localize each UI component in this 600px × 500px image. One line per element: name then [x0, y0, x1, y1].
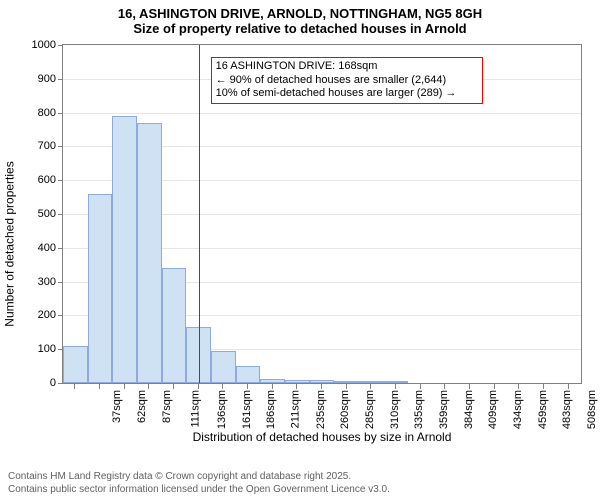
footer-line-2: Contains public sector information licen…: [8, 484, 390, 497]
x-tickmark: [222, 384, 223, 389]
y-tick-label: 1000: [32, 39, 56, 51]
x-tickmark: [494, 384, 495, 389]
x-axis-ticks: 37sqm 62sqm 87sqm 111sqm 136sqm 161sqm 186sqm 2…: [62, 384, 582, 428]
y-tickmark: [58, 248, 63, 249]
chart-zone: Number of detached properties 0 100 200 300…: [0, 44, 600, 444]
y-tick-label: 800: [38, 107, 56, 119]
x-tickmark: [99, 384, 100, 389]
y-tick-label: 200: [38, 309, 56, 321]
y-tickmark: [58, 214, 63, 215]
annotation-line: 10% of semi-detached houses are larger (…: [216, 87, 478, 101]
plot-area: 16 ASHINGTON DRIVE: 168sqm← 90% of detac…: [62, 44, 582, 384]
y-tick-label: 400: [38, 242, 56, 254]
x-tick-label: 211sqm: [289, 390, 301, 428]
chart-container: 16, ASHINGTON DRIVE, ARNOLD, NOTTINGHAM,…: [0, 0, 600, 500]
x-tick-label: 37sqm: [111, 390, 123, 423]
y-tickmark: [58, 146, 63, 147]
y-axis-title: Number of detached properties: [0, 44, 20, 444]
x-tick-label: 335sqm: [413, 390, 425, 429]
histogram-bar: [310, 380, 335, 383]
y-axis-title-text: Number of detached properties: [3, 161, 17, 326]
x-tick-label: 434sqm: [512, 390, 524, 429]
annotation-line: ← 90% of detached houses are smaller (2,…: [216, 74, 478, 88]
x-tick-label: 508sqm: [586, 390, 598, 429]
x-tick-label: 285sqm: [364, 390, 376, 429]
title-line-1: 16, ASHINGTON DRIVE, ARNOLD, NOTTINGHAM,…: [0, 6, 600, 21]
x-tick-label: 310sqm: [389, 390, 401, 429]
x-tickmark: [518, 384, 519, 389]
x-tickmark: [321, 384, 322, 389]
title-line-2: Size of property relative to detached ho…: [0, 21, 600, 36]
footer: Contains HM Land Registry data © Crown c…: [8, 471, 390, 496]
y-tick-label: 100: [38, 343, 56, 355]
x-tick-label: 384sqm: [463, 390, 475, 429]
x-tickmark: [173, 384, 174, 389]
x-tick-label: 260sqm: [339, 390, 351, 429]
y-tickmark: [58, 315, 63, 316]
x-tickmark: [247, 384, 248, 389]
x-tick-label: 111sqm: [190, 390, 202, 428]
x-tickmark: [296, 384, 297, 389]
y-tickmark: [58, 45, 63, 46]
y-tick-label: 700: [38, 140, 56, 152]
x-tickmark: [469, 384, 470, 389]
x-tickmark: [148, 384, 149, 389]
x-tick-label: 235sqm: [315, 390, 327, 429]
x-tick-label: 62sqm: [136, 390, 148, 423]
x-tick-label: 161sqm: [241, 390, 253, 429]
histogram-bar: [88, 194, 113, 383]
x-tickmark: [543, 384, 544, 389]
histogram-bar: [211, 351, 236, 383]
histogram-bar: [162, 268, 187, 383]
x-tickmark: [568, 384, 569, 389]
y-tick-label: 500: [38, 208, 56, 220]
y-tickmark: [58, 180, 63, 181]
histogram-bar: [334, 381, 359, 383]
x-tick-label: 483sqm: [561, 390, 573, 429]
y-tickmark: [58, 113, 63, 114]
histogram-bar: [359, 381, 384, 383]
x-tickmark: [272, 384, 273, 389]
histogram-bar: [285, 380, 310, 383]
x-tickmark: [124, 384, 125, 389]
annotation-box: 16 ASHINGTON DRIVE: 168sqm← 90% of detac…: [211, 57, 483, 104]
y-axis-ticks: 01002003004005006007008009001000: [20, 44, 62, 384]
y-tick-label: 900: [38, 73, 56, 85]
histogram-bar: [236, 366, 261, 383]
footer-line-1: Contains HM Land Registry data © Crown c…: [8, 471, 390, 484]
histogram-bar: [112, 116, 137, 383]
annotation-line: 16 ASHINGTON DRIVE: 168sqm: [216, 60, 478, 74]
x-tick-label: 186sqm: [265, 390, 277, 429]
histogram-bar: [260, 379, 285, 383]
x-tickmark: [370, 384, 371, 389]
x-tickmark: [420, 384, 421, 389]
histogram-bar: [63, 346, 88, 383]
x-tickmark: [74, 384, 75, 389]
x-tick-label: 359sqm: [438, 390, 450, 429]
x-tick-label: 409sqm: [487, 390, 499, 429]
grid-line: [63, 113, 581, 114]
x-tick-label: 459sqm: [537, 390, 549, 429]
histogram-bar: [137, 123, 162, 383]
y-tick-label: 0: [50, 377, 56, 389]
x-tickmark: [198, 384, 199, 389]
reference-line: [199, 45, 200, 383]
y-tickmark: [58, 79, 63, 80]
y-tick-label: 600: [38, 174, 56, 186]
x-axis-title: Distribution of detached houses by size …: [62, 430, 582, 444]
x-tickmark: [395, 384, 396, 389]
y-tick-label: 300: [38, 276, 56, 288]
y-tickmark: [58, 282, 63, 283]
title-block: 16, ASHINGTON DRIVE, ARNOLD, NOTTINGHAM,…: [0, 0, 600, 36]
x-tick-label: 87sqm: [161, 390, 173, 423]
x-tick-label: 136sqm: [216, 390, 228, 429]
histogram-bar: [384, 381, 409, 383]
x-tickmark: [444, 384, 445, 389]
x-tickmark: [346, 384, 347, 389]
